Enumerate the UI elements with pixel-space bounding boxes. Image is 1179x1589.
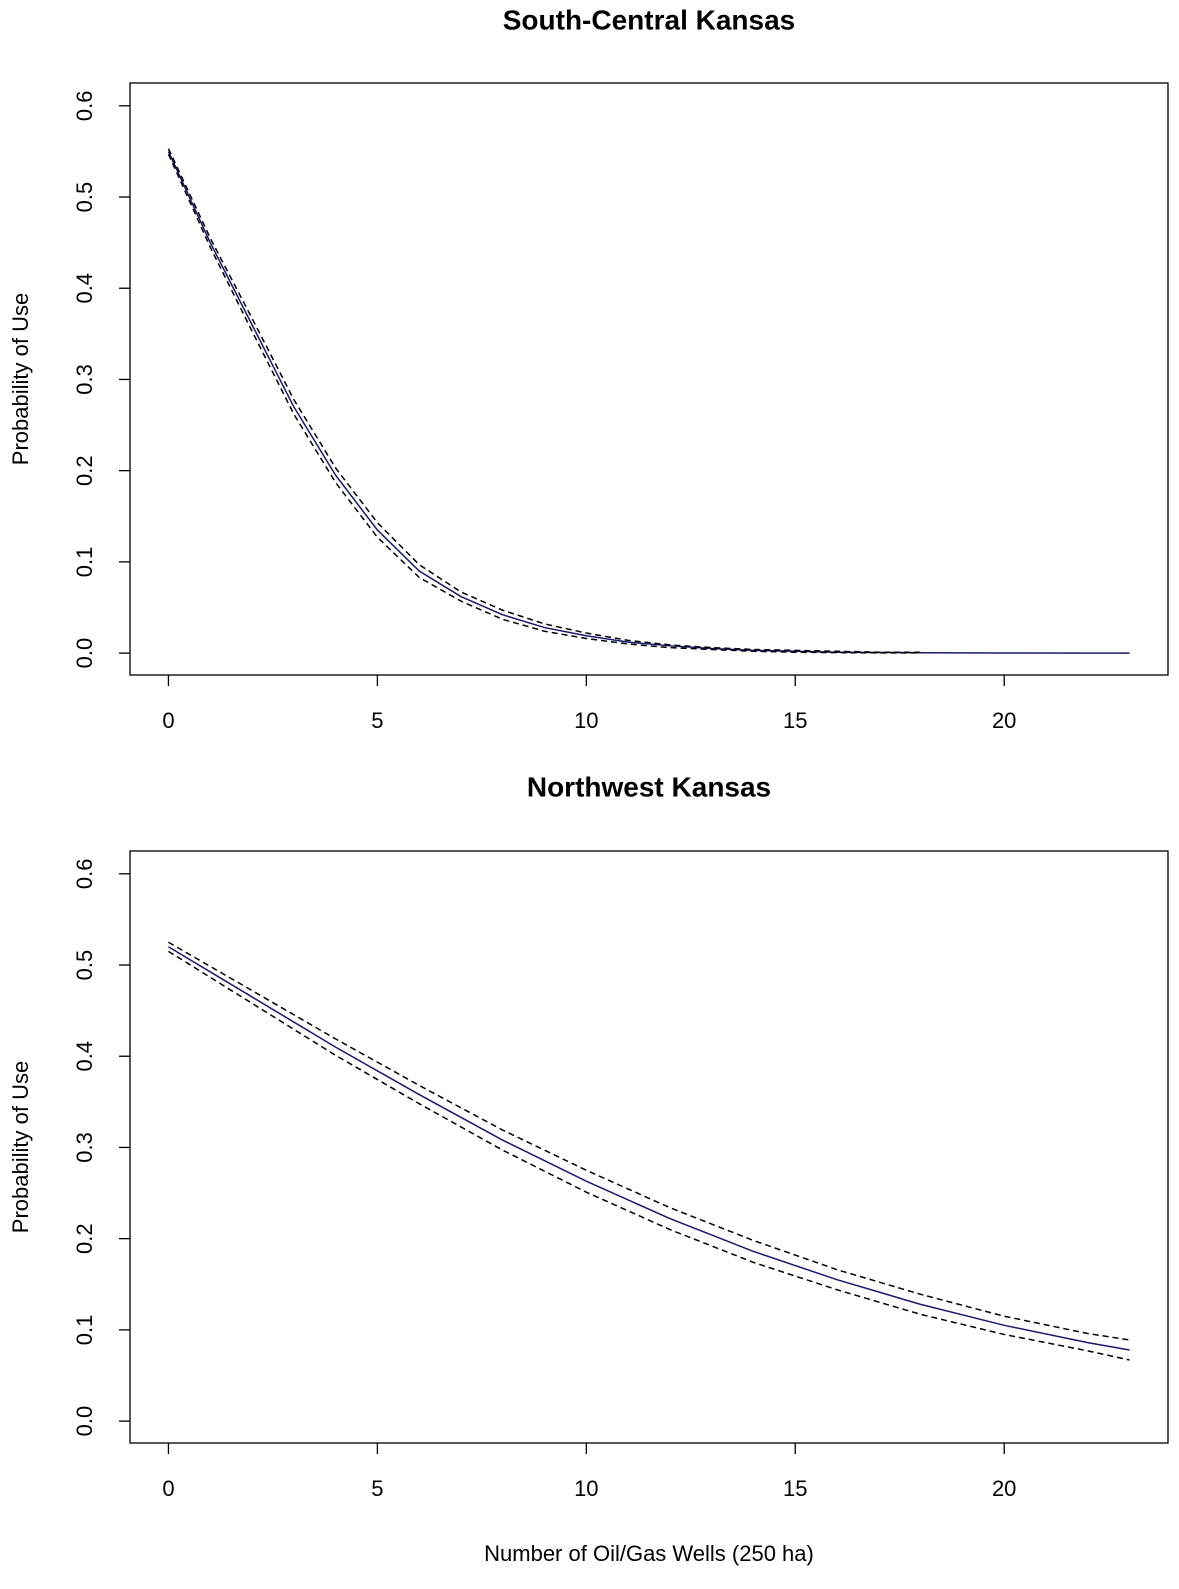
plot-box: [129, 850, 1169, 1444]
chart-title: South-Central Kansas: [503, 4, 796, 35]
x-tick-label: 0: [162, 1476, 174, 1501]
x-tick-label: 10: [574, 708, 598, 733]
y-tick-label: 0.0: [72, 1406, 97, 1437]
series-line: [167, 151, 1130, 654]
y-tick-label: 0.0: [72, 638, 97, 669]
x-tick-label: 20: [992, 1476, 1016, 1501]
y-tick-label: 0.3: [72, 364, 97, 395]
y-tick-label: 0.4: [72, 273, 97, 304]
y-tick-label: 0.2: [72, 455, 97, 486]
series-line: [168, 950, 1130, 1361]
chart: South-Central Kansas 0 5 10 15 20 0.0 0.1 0.2 0.3…: [8, 4, 1169, 733]
chart-title: Northwest Kansas: [527, 771, 771, 802]
series-line: [168, 946, 1130, 1351]
y-tick-label: 0.6: [72, 859, 97, 890]
series-line: [167, 148, 921, 653]
x-tick-label: 20: [992, 708, 1016, 733]
y-tick-label: 0.5: [72, 950, 97, 981]
x-tick-label: 5: [371, 1476, 383, 1501]
series-line: [168, 941, 1130, 1341]
series-line: [167, 153, 921, 654]
y-tick-label: 0.1: [72, 1315, 97, 1346]
y-tick-label: 0.2: [72, 1223, 97, 1254]
y-tick-label: 0.1: [72, 547, 97, 578]
chart: Northwest Kansas 0 5 10 15 20 0.0 0.1 0.2 0.3 0.4 0…: [8, 771, 1169, 1566]
y-tick-label: 0.4: [72, 1041, 97, 1072]
y-axis-label: Probability of Use: [8, 1061, 33, 1233]
y-axis-label: Probability of Use: [8, 293, 33, 465]
x-tick-label: 0: [162, 708, 174, 733]
y-tick-label: 0.3: [72, 1132, 97, 1163]
y-tick-label: 0.5: [72, 182, 97, 213]
y-tick-label: 0.6: [72, 91, 97, 122]
x-tick-label: 15: [783, 708, 807, 733]
x-tick-label: 15: [783, 1476, 807, 1501]
x-tick-label: 5: [371, 708, 383, 733]
plot-box: [129, 82, 1169, 676]
x-tick-label: 10: [574, 1476, 598, 1501]
x-axis-label: Number of Oil/Gas Wells (250 ha): [484, 1541, 814, 1566]
